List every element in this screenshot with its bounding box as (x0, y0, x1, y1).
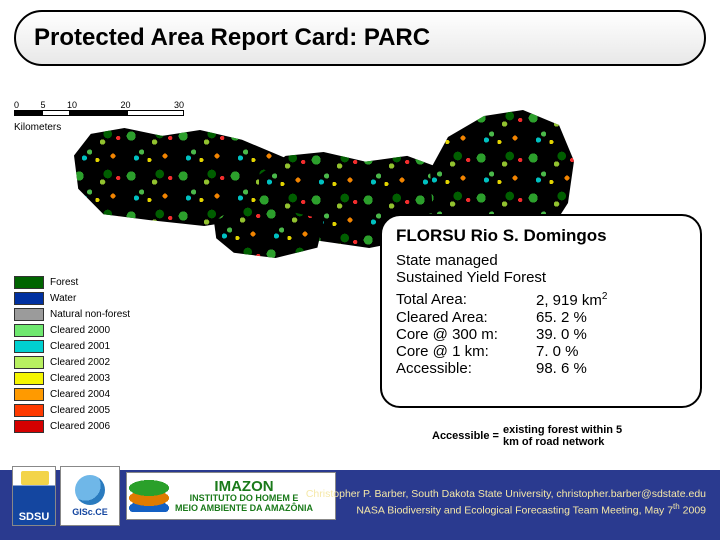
legend-item: Cleared 2000 (14, 324, 130, 337)
area-name: FLORSU Rio S. Domingos (396, 226, 686, 246)
legend-swatch (14, 388, 44, 401)
legend-item: Cleared 2003 (14, 372, 130, 385)
accessible-rhs: existing forest within 5 km of road netw… (503, 424, 622, 448)
legend-item: Cleared 2002 (14, 356, 130, 369)
legend-label: Cleared 2002 (50, 357, 110, 368)
stats-row: Accessible: 98. 6 % (396, 360, 686, 377)
legend-swatch (14, 324, 44, 337)
area-type-2: Sustained Yield Forest (396, 269, 686, 286)
legend-label: Cleared 2000 (50, 325, 110, 336)
stats-key: Total Area: (396, 291, 536, 309)
legend-swatch (14, 420, 44, 433)
globe-icon (75, 475, 105, 505)
imazon-wave-icon (129, 480, 169, 512)
stats-key: Accessible: (396, 360, 536, 377)
stats-key: Cleared Area: (396, 309, 536, 326)
stats-val: 65. 2 % (536, 309, 686, 326)
legend-item: Cleared 2006 (14, 420, 130, 433)
logo-sdsu: SDSU (12, 466, 56, 526)
title-pill: Protected Area Report Card: PARC (14, 10, 706, 66)
legend-label: Forest (50, 277, 78, 288)
stats-val: 39. 0 % (536, 326, 686, 343)
stats-key: Core @ 1 km: (396, 343, 536, 360)
legend: Forest Water Natural non-forest Cleared … (14, 276, 130, 436)
legend-swatch (14, 372, 44, 385)
stats-val: 98. 6 % (536, 360, 686, 377)
slide-title: Protected Area Report Card: PARC (34, 24, 430, 52)
footer-credits: Christopher P. Barber, South Dakota Stat… (306, 488, 706, 518)
scalebar-tick: 5 (40, 100, 45, 110)
legend-item: Natural non-forest (14, 308, 130, 321)
stats-row: Total Area: 2, 919 km2 (396, 291, 686, 309)
area-type-1: State managed (396, 252, 686, 269)
legend-swatch (14, 308, 44, 321)
stats-val: 7. 0 % (536, 343, 686, 360)
scalebar-tick: 0 (14, 100, 19, 110)
legend-label: Cleared 2001 (50, 341, 110, 352)
legend-label: Cleared 2003 (50, 373, 110, 384)
logo-imazon: IMAZON INSTITUTO DO HOMEM E MEIO AMBIENT… (126, 472, 336, 520)
legend-swatch (14, 356, 44, 369)
stats-row: Core @ 300 m: 39. 0 % (396, 326, 686, 343)
logo-gisce: GISc.CE (60, 466, 120, 526)
legend-item: Cleared 2001 (14, 340, 130, 353)
legend-swatch (14, 340, 44, 353)
legend-swatch (14, 276, 44, 289)
legend-item: Water (14, 292, 130, 305)
legend-label: Cleared 2004 (50, 389, 110, 400)
legend-label: Natural non-forest (50, 309, 130, 320)
stats-row: Core @ 1 km: 7. 0 % (396, 343, 686, 360)
legend-label: Water (50, 293, 76, 304)
accessible-lhs: Accessible = (432, 430, 499, 442)
stats-val: 2, 919 km2 (536, 291, 686, 309)
legend-swatch (14, 404, 44, 417)
stats-panel: FLORSU Rio S. Domingos State managed Sus… (380, 214, 702, 408)
legend-item: Cleared 2005 (14, 404, 130, 417)
footer-line2: NASA Biodiversity and Ecological Forecas… (306, 502, 706, 518)
accessible-definition: Accessible = existing forest within 5 km… (432, 424, 622, 448)
legend-label: Cleared 2005 (50, 405, 110, 416)
legend-swatch (14, 292, 44, 305)
stats-key: Core @ 300 m: (396, 326, 536, 343)
stats-row: Cleared Area: 65. 2 % (396, 309, 686, 326)
footer-line1: Christopher P. Barber, South Dakota Stat… (306, 488, 706, 502)
stats-table: Total Area: 2, 919 km2 Cleared Area: 65.… (396, 291, 686, 377)
legend-item: Cleared 2004 (14, 388, 130, 401)
imazon-subtitle: INSTITUTO DO HOMEM E MEIO AMBIENTE DA AM… (175, 494, 313, 513)
legend-item: Forest (14, 276, 130, 289)
legend-label: Cleared 2006 (50, 421, 110, 432)
